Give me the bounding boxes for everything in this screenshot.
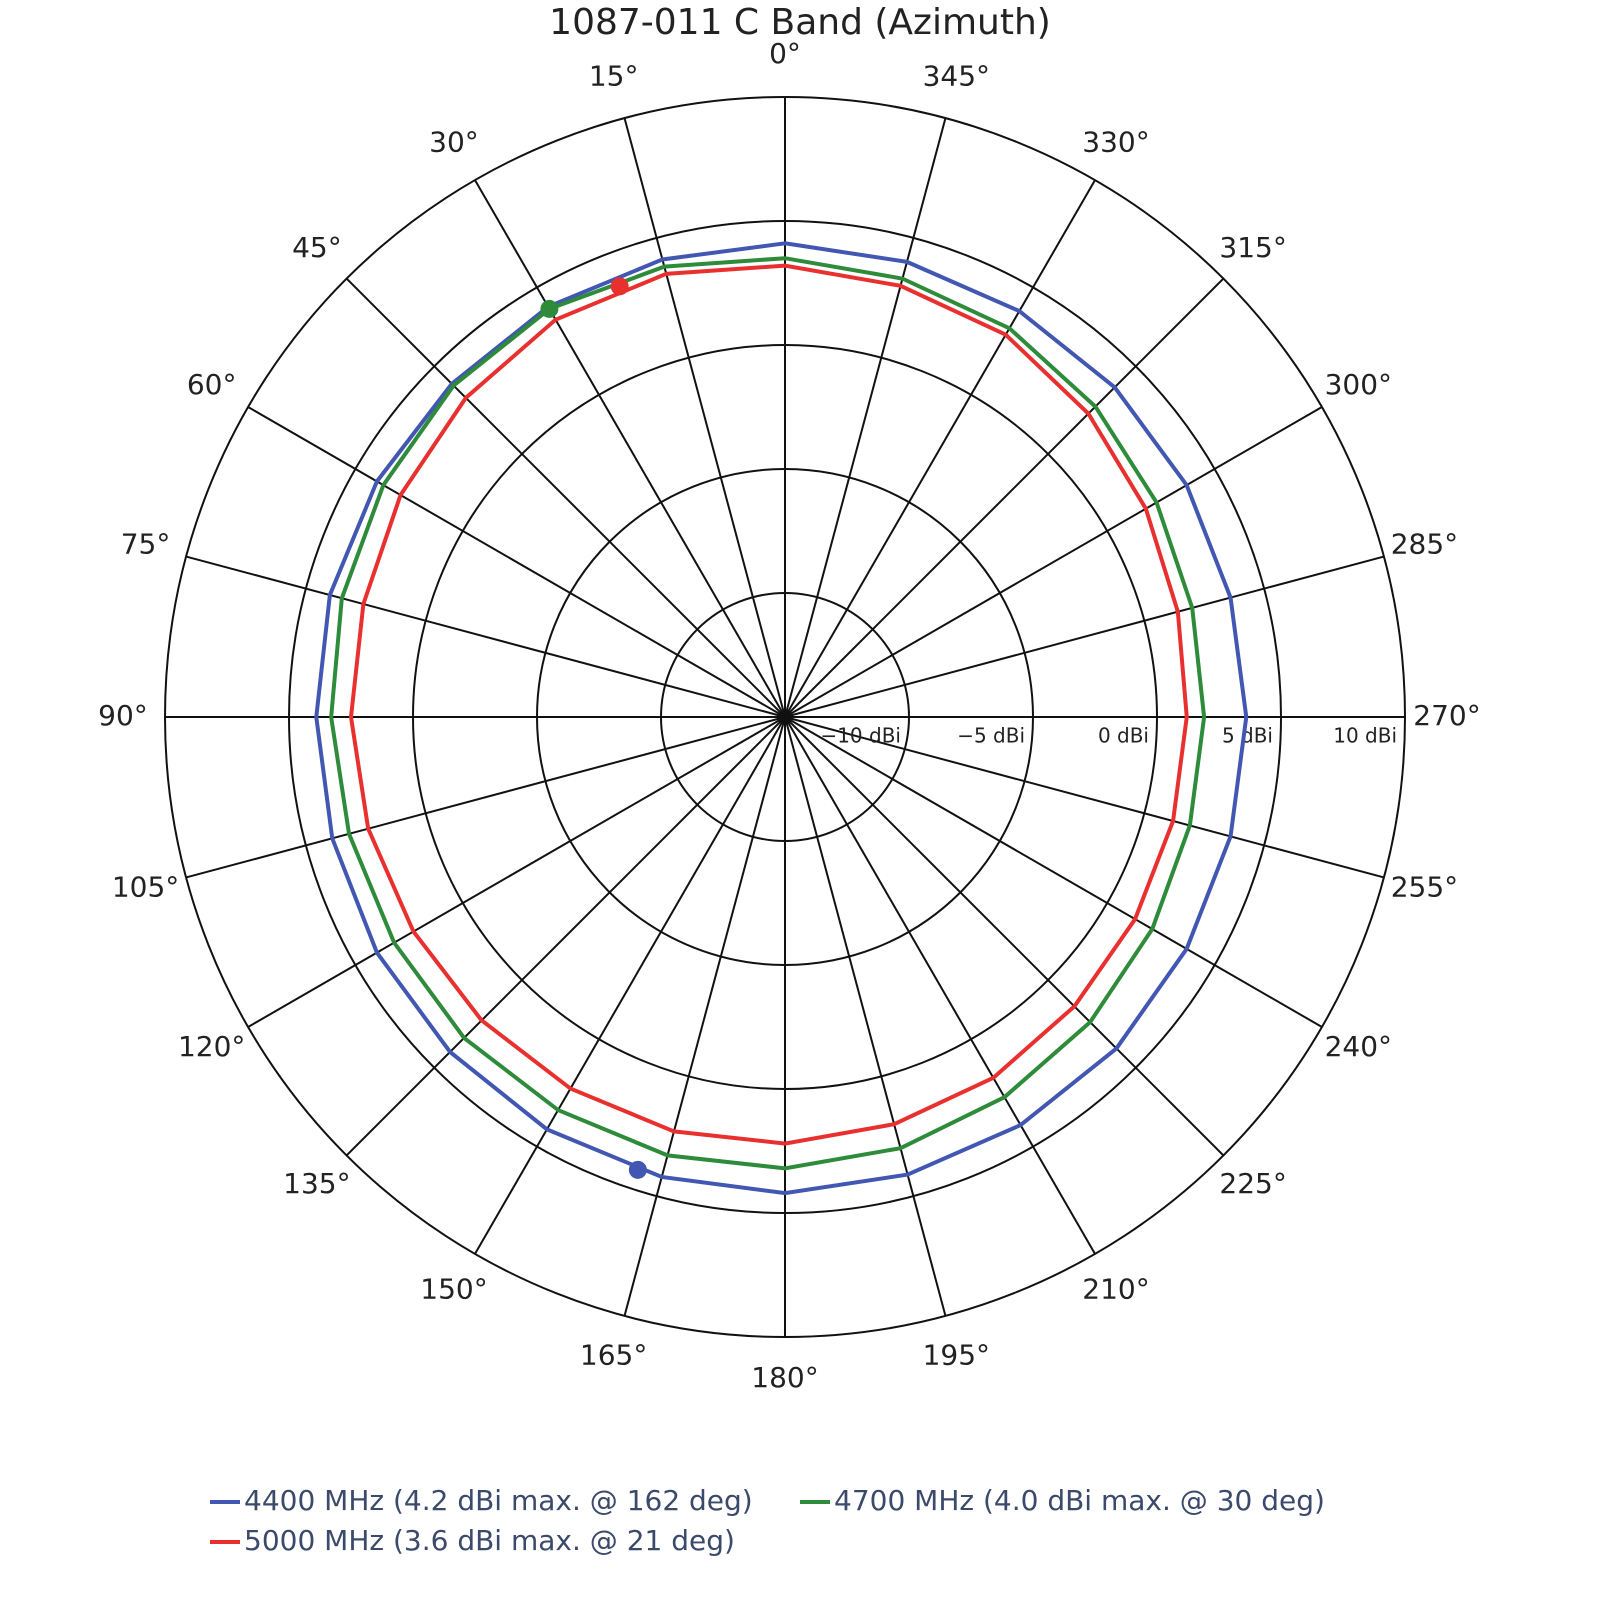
theta-tick-label: 180° (751, 1361, 818, 1394)
grid-spoke (784, 716, 1323, 1028)
theta-tick-label: 225° (1219, 1167, 1286, 1200)
r-tick-label: −5 dBi (957, 724, 1025, 748)
grid-spoke (185, 716, 786, 879)
r-tick-label: 5 dBi (1222, 724, 1273, 748)
grid-spoke (784, 406, 1323, 718)
grid-spoke (474, 179, 786, 718)
theta-tick-label: 105° (112, 870, 179, 903)
r-tick-label: 0 dBi (1098, 724, 1149, 748)
grid-spoke (623, 716, 786, 1317)
theta-tick-label: 75° (121, 528, 171, 561)
grid-spoke (784, 277, 1225, 718)
legend-label: 4400 MHz (4.2 dBi max. @ 162 deg) (244, 1484, 753, 1517)
theta-tick-label: 150° (420, 1272, 487, 1305)
theta-tick-label: 60° (187, 368, 237, 401)
theta-tick-label: 15° (589, 60, 639, 93)
theta-tick-label: 345° (923, 60, 990, 93)
theta-tick-label: 285° (1391, 528, 1458, 561)
theta-tick-label: 165° (580, 1338, 647, 1371)
max-marker (610, 277, 629, 296)
grid-spoke (784, 555, 1385, 718)
grid-spoke (784, 716, 1385, 879)
r-tick-label: 10 dBi (1333, 724, 1397, 748)
theta-tick-label: 315° (1219, 231, 1286, 264)
theta-tick-label: 210° (1082, 1272, 1149, 1305)
series-line (329, 256, 1207, 1171)
grid-spoke (474, 716, 786, 1255)
legend-label: 5000 MHz (3.6 dBi max. @ 21 deg) (244, 1524, 735, 1557)
theta-tick-label: 300° (1325, 368, 1392, 401)
max-marker (540, 299, 559, 318)
grid-spoke (784, 716, 947, 1317)
max-marker (628, 1160, 647, 1179)
grid-spoke (784, 117, 947, 718)
theta-tick-label: 120° (178, 1030, 245, 1063)
grid-spoke (784, 179, 1096, 718)
grid-spoke (247, 716, 786, 1028)
grid-spoke (185, 555, 786, 718)
grid-spoke (345, 716, 786, 1157)
theta-tick-label: 30° (429, 126, 479, 159)
grid-spoke (345, 277, 786, 718)
theta-tick-label: 45° (292, 231, 342, 264)
theta-tick-label: 330° (1082, 126, 1149, 159)
theta-tick-label: 240° (1325, 1030, 1392, 1063)
series-line (314, 241, 1249, 1196)
theta-tick-label: 0° (769, 37, 801, 70)
theta-tick-label: 270° (1413, 699, 1480, 732)
theta-tick-label: 135° (283, 1167, 350, 1200)
chart-title: 1087-011 C Band (Azimuth) (549, 2, 1051, 43)
grid-spoke (784, 716, 1096, 1255)
grid-spoke (784, 716, 1225, 1157)
grid-spoke (623, 117, 786, 718)
theta-tick-label: 90° (98, 699, 148, 732)
theta-tick-label: 255° (1391, 870, 1458, 903)
series-line (348, 263, 1189, 1146)
theta-tick-label: 195° (923, 1338, 990, 1371)
r-tick-label: −10 dBi (820, 724, 901, 748)
legend-label: 4700 MHz (4.0 dBi max. @ 30 deg) (834, 1484, 1325, 1517)
grid-spoke (247, 406, 786, 718)
